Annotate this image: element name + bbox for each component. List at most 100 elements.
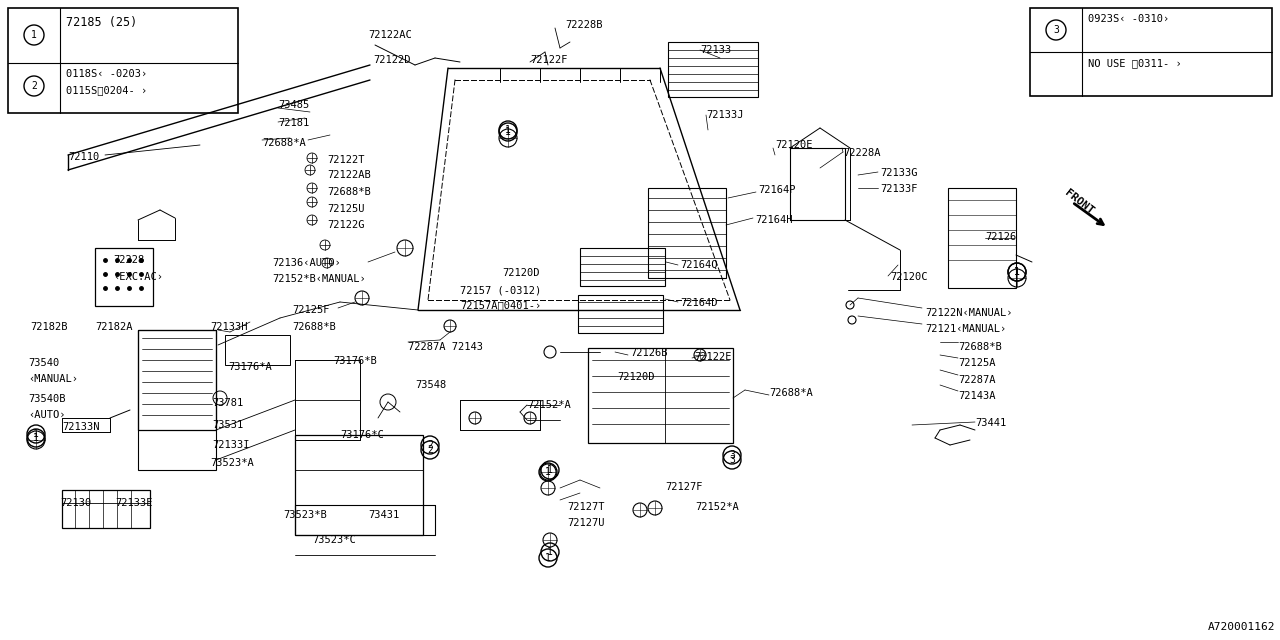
- Text: 0118S‹ -0203›: 0118S‹ -0203›: [67, 69, 147, 79]
- Text: ‹EXC.AC›: ‹EXC.AC›: [113, 272, 163, 282]
- Text: 72126: 72126: [986, 232, 1016, 242]
- Text: 72133G: 72133G: [881, 168, 918, 178]
- Text: 1: 1: [1014, 267, 1020, 277]
- Text: 72120D: 72120D: [502, 268, 539, 278]
- Text: 72164Q: 72164Q: [680, 260, 718, 270]
- Text: 73523*C: 73523*C: [312, 535, 356, 545]
- Text: 1: 1: [31, 30, 37, 40]
- Text: 1: 1: [547, 547, 553, 557]
- Text: 72120C: 72120C: [890, 272, 928, 282]
- Text: 73548: 73548: [415, 380, 447, 390]
- Text: 72120D: 72120D: [617, 372, 654, 382]
- Text: 72157A‸0401-›: 72157A‸0401-›: [460, 300, 541, 310]
- Text: 1: 1: [33, 429, 38, 439]
- Text: 1: 1: [547, 465, 553, 475]
- Text: NO USE ‸0311- ›: NO USE ‸0311- ›: [1088, 58, 1181, 68]
- Text: 73531: 73531: [212, 420, 243, 430]
- Text: 72133: 72133: [700, 45, 731, 55]
- Text: 72122G: 72122G: [326, 220, 365, 230]
- Text: 0923S‹ -0310›: 0923S‹ -0310›: [1088, 14, 1169, 24]
- Text: 72688*B: 72688*B: [957, 342, 1002, 352]
- Bar: [668, 42, 758, 97]
- Text: 72182A: 72182A: [95, 322, 133, 332]
- Text: ‹MANUAL›: ‹MANUAL›: [28, 374, 78, 384]
- Text: 1: 1: [506, 127, 511, 137]
- Bar: [138, 330, 216, 470]
- Text: 72688*A: 72688*A: [769, 388, 813, 398]
- Bar: [138, 330, 216, 430]
- Text: A720001162: A720001162: [1207, 622, 1275, 632]
- Bar: [579, 295, 663, 333]
- Text: 72152*B‹MANUAL›: 72152*B‹MANUAL›: [273, 274, 366, 284]
- Text: ‹AUTO›: ‹AUTO›: [28, 410, 65, 420]
- Bar: [95, 248, 154, 306]
- Text: 72122T: 72122T: [326, 155, 365, 165]
- Text: 72122F: 72122F: [530, 55, 567, 65]
- Text: 72157 (-0312): 72157 (-0312): [460, 285, 541, 295]
- Text: 72110: 72110: [68, 152, 100, 162]
- Text: 72287A 72143: 72287A 72143: [408, 342, 483, 352]
- Bar: [1030, 8, 1272, 96]
- Text: 73781: 73781: [212, 398, 243, 408]
- Text: 1: 1: [33, 433, 38, 443]
- Text: 1: 1: [545, 553, 550, 563]
- Text: 72688*B: 72688*B: [326, 187, 371, 197]
- Text: 3: 3: [730, 455, 735, 465]
- Text: 72228A: 72228A: [844, 148, 881, 158]
- Text: 72143A: 72143A: [957, 391, 996, 401]
- Text: 72122AC: 72122AC: [369, 30, 412, 40]
- Text: 72133J: 72133J: [707, 110, 744, 120]
- Text: 72688*B: 72688*B: [292, 322, 335, 332]
- Text: 72185 (25): 72185 (25): [67, 16, 137, 29]
- Text: 72122E: 72122E: [694, 352, 731, 362]
- Text: 2: 2: [428, 440, 433, 450]
- Text: 72164H: 72164H: [755, 215, 792, 225]
- Text: 72133H: 72133H: [210, 322, 247, 332]
- Text: 72126B: 72126B: [630, 348, 667, 358]
- Text: 72122AB: 72122AB: [326, 170, 371, 180]
- Text: 72133E: 72133E: [115, 498, 152, 508]
- Bar: [61, 490, 150, 528]
- Bar: [948, 188, 1016, 288]
- Text: 72164P: 72164P: [758, 185, 795, 195]
- Text: 72136‹AUTO›: 72136‹AUTO›: [273, 258, 340, 268]
- Text: 72228B: 72228B: [564, 20, 603, 30]
- Text: 72182B: 72182B: [29, 322, 68, 332]
- Text: 72152*A: 72152*A: [527, 400, 571, 410]
- Text: 1: 1: [1014, 267, 1020, 277]
- Text: 72122D: 72122D: [372, 55, 411, 65]
- Text: 72127T: 72127T: [567, 502, 604, 512]
- Text: 72120E: 72120E: [774, 140, 813, 150]
- Text: 73176*C: 73176*C: [340, 430, 384, 440]
- Text: 72127U: 72127U: [567, 518, 604, 528]
- Text: 73431: 73431: [369, 510, 399, 520]
- Text: 73485: 73485: [278, 100, 310, 110]
- Bar: [790, 148, 845, 220]
- Text: 1: 1: [506, 125, 511, 135]
- Text: FRONT: FRONT: [1062, 188, 1096, 217]
- Text: 73523*A: 73523*A: [210, 458, 253, 468]
- Bar: [8, 8, 238, 113]
- Bar: [648, 188, 726, 278]
- Text: 73523*B: 73523*B: [283, 510, 326, 520]
- Text: 72228: 72228: [113, 255, 145, 265]
- Text: 72181: 72181: [278, 118, 310, 128]
- Text: 72121‹MANUAL›: 72121‹MANUAL›: [925, 324, 1006, 334]
- Text: 2: 2: [31, 81, 37, 91]
- Text: 72133F: 72133F: [881, 184, 918, 194]
- Text: 72164D: 72164D: [680, 298, 718, 308]
- Text: 73540: 73540: [28, 358, 59, 368]
- Text: 72125U: 72125U: [326, 204, 365, 214]
- Text: 73441: 73441: [975, 418, 1006, 428]
- Text: 72122N‹MANUAL›: 72122N‹MANUAL›: [925, 308, 1012, 318]
- Text: 1: 1: [545, 467, 550, 477]
- Text: 3: 3: [1053, 25, 1059, 35]
- Text: 72287A: 72287A: [957, 375, 996, 385]
- Text: 72133I: 72133I: [212, 440, 250, 450]
- Bar: [294, 435, 422, 535]
- Text: 72125A: 72125A: [957, 358, 996, 368]
- Bar: [580, 248, 666, 286]
- Text: 2: 2: [428, 445, 433, 455]
- Text: 73176*A: 73176*A: [228, 362, 271, 372]
- Text: 72130: 72130: [60, 498, 91, 508]
